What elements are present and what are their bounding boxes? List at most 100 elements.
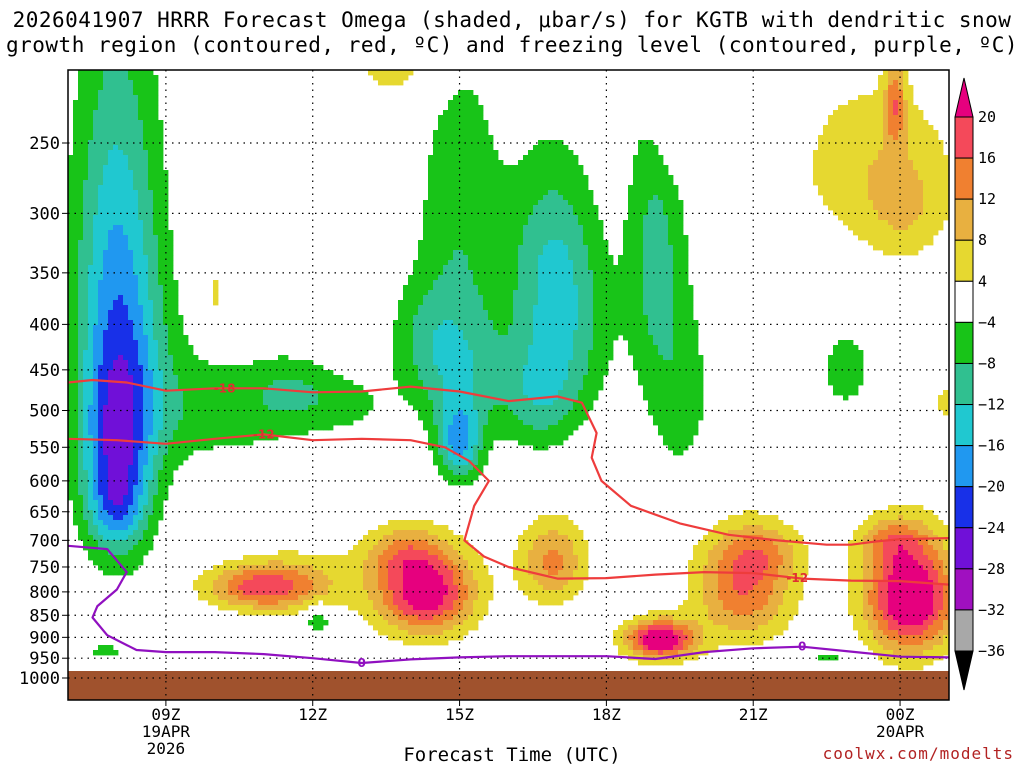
omega-cell [928, 170, 934, 176]
omega-cell [423, 275, 429, 281]
omega-cell [688, 330, 694, 336]
omega-cell [463, 115, 469, 121]
omega-cell [628, 295, 634, 301]
omega-cell [443, 215, 449, 221]
omega-cell [443, 245, 449, 251]
omega-cell [633, 325, 639, 331]
omega-cell [83, 200, 89, 206]
omega-cell [418, 265, 424, 271]
omega-cell [73, 125, 79, 131]
omega-cell [523, 155, 529, 161]
omega-cell [848, 110, 854, 116]
omega-cell [563, 150, 569, 156]
omega-cell [103, 300, 109, 306]
omega-cell [653, 340, 659, 346]
omega-cell [433, 390, 439, 396]
omega-cell [838, 130, 844, 136]
omega-cell [133, 265, 139, 271]
omega-cell [503, 330, 509, 336]
omega-cell [563, 385, 569, 391]
omega-cell [433, 340, 439, 346]
omega-cell [903, 220, 909, 226]
omega-cell [543, 290, 549, 296]
omega-cell [393, 365, 399, 371]
omega-cell [518, 210, 524, 216]
omega-cell [433, 320, 439, 326]
omega-cell [143, 185, 149, 191]
omega-cell [553, 220, 559, 226]
omega-cell [493, 220, 499, 226]
omega-cell [573, 235, 579, 241]
omega-cell [878, 150, 884, 156]
omega-cell [878, 75, 884, 81]
omega-cell [583, 255, 589, 261]
omega-cell [473, 190, 479, 196]
omega-cell [693, 340, 699, 346]
omega-cell [583, 260, 589, 266]
omega-cell [578, 200, 584, 206]
omega-cell [688, 390, 694, 396]
omega-cell [673, 230, 679, 236]
omega-cell [533, 340, 539, 346]
omega-cell [548, 255, 554, 261]
omega-cell [413, 265, 419, 271]
omega-cell [88, 355, 94, 361]
omega-cell [668, 210, 674, 216]
omega-cell [133, 390, 139, 396]
omega-cell [78, 75, 84, 81]
omega-cell [643, 145, 649, 151]
omega-cell [143, 320, 149, 326]
omega-cell [473, 235, 479, 241]
omega-cell [508, 330, 514, 336]
omega-cell [643, 230, 649, 236]
omega-cell [548, 380, 554, 386]
omega-cell [123, 175, 129, 181]
omega-cell [633, 160, 639, 166]
omega-cell [98, 305, 104, 311]
omega-cell [143, 230, 149, 236]
omega-cell [903, 145, 909, 151]
omega-cell [578, 375, 584, 381]
omega-cell [938, 215, 944, 221]
omega-cell [233, 370, 239, 376]
omega-cell [138, 370, 144, 376]
omega-cell [498, 330, 504, 336]
omega-cell [243, 380, 249, 386]
omega-cell [628, 330, 634, 336]
omega-cell [188, 360, 194, 366]
omega-cell [118, 225, 124, 231]
omega-cell [118, 85, 124, 91]
omega-cell [68, 240, 74, 246]
omega-cell [128, 305, 134, 311]
omega-cell [403, 350, 409, 356]
omega-cell [648, 270, 654, 276]
omega-cell [148, 165, 154, 171]
omega-cell [488, 345, 494, 351]
omega-cell [498, 355, 504, 361]
omega-cell [488, 165, 494, 171]
omega-cell [103, 185, 109, 191]
omega-cell [433, 145, 439, 151]
omega-cell [78, 185, 84, 191]
omega-cell [193, 380, 199, 386]
omega-cell [153, 245, 159, 251]
omega-cell [848, 170, 854, 176]
omega-cell [178, 365, 184, 371]
omega-cell [298, 390, 304, 396]
omega-cell [88, 315, 94, 321]
omega-cell [623, 230, 629, 236]
omega-cell [153, 270, 159, 276]
omega-cell [523, 280, 529, 286]
omega-cell [458, 350, 464, 356]
omega-cell [88, 235, 94, 241]
omega-cell [898, 235, 904, 241]
omega-cell [548, 185, 554, 191]
omega-cell [448, 320, 454, 326]
omega-cell [473, 350, 479, 356]
omega-cell [483, 180, 489, 186]
omega-cell [73, 130, 79, 136]
omega-cell [548, 290, 554, 296]
omega-cell [528, 365, 534, 371]
omega-cell [468, 185, 474, 191]
omega-cell [868, 190, 874, 196]
